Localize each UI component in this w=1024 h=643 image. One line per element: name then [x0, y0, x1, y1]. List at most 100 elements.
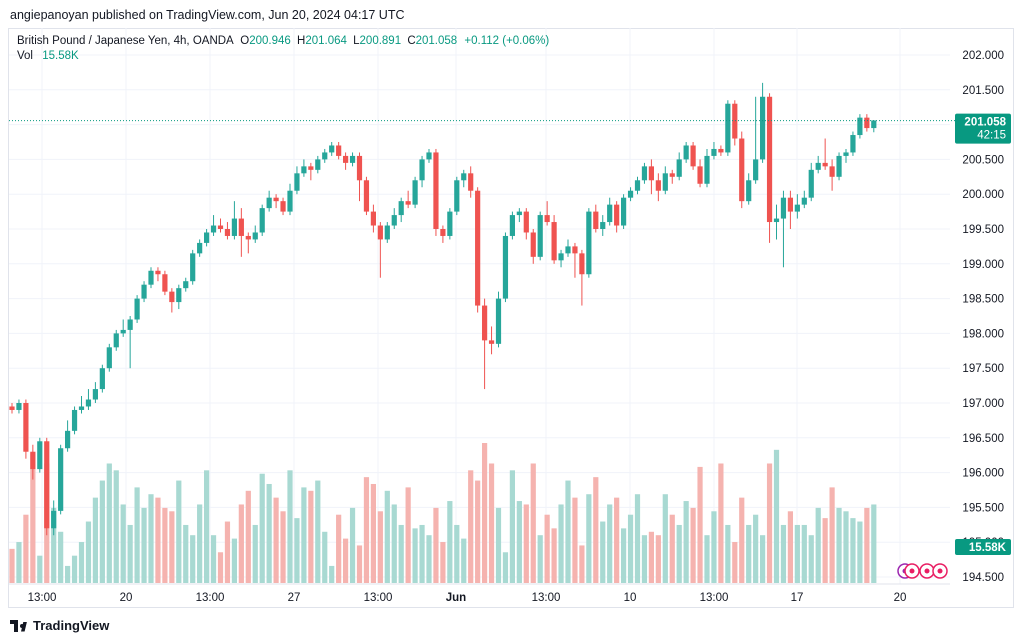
candle-body: [238, 218, 244, 236]
volume-bar: [273, 497, 279, 583]
volume-bar: [502, 552, 509, 583]
volume-bar: [65, 565, 71, 583]
volume-bar: [461, 538, 467, 583]
volume-bar: [204, 470, 210, 583]
candle-body: [850, 135, 856, 153]
candle-body: [593, 211, 599, 229]
volume-bar: [523, 504, 529, 583]
volume-bar: [572, 497, 578, 583]
chart-legend: British Pound / Japanese Yen, 4h, OANDA …: [17, 34, 549, 64]
volume-bar: [801, 524, 807, 583]
volume-bar: [766, 463, 773, 583]
candle-body: [37, 441, 43, 470]
volume-bar: [614, 497, 620, 583]
volume-bar: [405, 487, 411, 583]
legend-c-label: C: [407, 35, 416, 47]
footer-brand-text: TradingView: [33, 618, 110, 633]
volume-bar: [120, 504, 126, 583]
x-tick-label: 13:00: [532, 592, 561, 604]
candle-body: [391, 215, 397, 226]
y-tick-label: 200.500: [962, 154, 1004, 166]
candle-body: [58, 448, 64, 511]
y-tick-label: 202.000: [962, 50, 1004, 62]
candle-body: [412, 180, 418, 205]
volume-bar: [732, 542, 738, 583]
candle-body: [169, 291, 175, 303]
candle-body: [197, 242, 203, 254]
candle-body: [482, 305, 488, 341]
candle-body: [621, 197, 627, 226]
candle-body: [287, 190, 293, 212]
candle-body: [808, 169, 814, 198]
volume-bar: [850, 518, 856, 583]
candle-body: [697, 166, 703, 184]
volume-bar: [169, 511, 175, 583]
volume-bar: [51, 507, 57, 583]
legend-h-value: 201.064: [305, 35, 347, 47]
candle-body: [600, 222, 606, 229]
volume-bar: [753, 514, 759, 583]
x-tick-label: 13:00: [700, 592, 729, 604]
volume-bar: [23, 514, 29, 583]
volume-bar: [419, 524, 425, 583]
volume-bar: [16, 542, 22, 583]
candle-body: [551, 222, 557, 261]
volume-bar: [683, 501, 689, 583]
volume-bar: [544, 514, 550, 583]
candle-body: [405, 201, 411, 205]
candle-body: [349, 155, 356, 163]
volume-bar: [356, 545, 363, 583]
candle-body: [155, 270, 161, 275]
candle-body: [766, 96, 773, 223]
legend-l-value: 200.891: [359, 35, 402, 47]
volume-bar: [308, 490, 314, 583]
volume-bar: [99, 480, 105, 583]
volume-bar: [690, 507, 696, 583]
candle-body: [273, 197, 279, 202]
candle-body: [683, 145, 689, 160]
legend-o-label: O: [240, 35, 250, 47]
candle-body: [447, 211, 453, 236]
chart-frame: [8, 28, 1014, 608]
footer-brand[interactable]: TradingView: [10, 618, 109, 633]
volume-bar: [440, 542, 446, 583]
volume-bar: [217, 552, 224, 583]
candle-body: [343, 155, 349, 163]
volume-bar: [746, 524, 752, 583]
candle-body: [65, 430, 71, 449]
volume-bar: [245, 490, 251, 583]
legend-vol-label: Vol: [17, 50, 33, 62]
candle-body: [419, 159, 425, 181]
y-tick-label: 198.000: [962, 328, 1004, 340]
volume-tag: [955, 539, 1011, 555]
x-tick-label: Jun: [446, 592, 466, 604]
y-tick-label: 197.500: [962, 363, 1004, 375]
volume-bar: [162, 507, 168, 583]
candle-body: [760, 96, 766, 160]
volume-bar: [704, 535, 710, 583]
candle-body: [607, 204, 613, 223]
candle-body: [120, 329, 126, 334]
y-tick-label: 201.500: [962, 85, 1004, 97]
volume-bar: [287, 470, 293, 583]
candle-body: [662, 173, 668, 191]
candle-body: [113, 333, 119, 348]
volume-bar: [315, 480, 321, 583]
volume-bar: [843, 511, 849, 583]
candle-body: [773, 218, 780, 223]
candle-body: [725, 103, 731, 153]
volume-bar: [648, 531, 654, 583]
candle-body: [322, 152, 328, 160]
candle-body: [301, 166, 307, 174]
candle-body: [780, 197, 787, 219]
candle-body: [537, 215, 543, 257]
volume-bar: [426, 535, 432, 583]
candle-body: [815, 162, 821, 170]
x-tick-label: 20: [894, 592, 907, 604]
volume-bar: [711, 511, 717, 583]
volume-bar: [822, 518, 828, 583]
candle-body: [468, 173, 474, 191]
volume-bar: [433, 507, 439, 583]
volume-bar: [697, 466, 703, 583]
